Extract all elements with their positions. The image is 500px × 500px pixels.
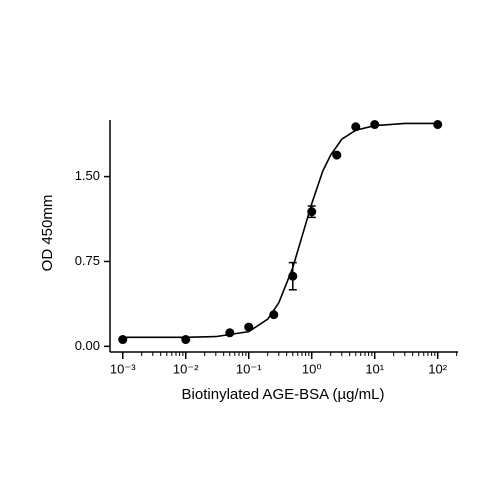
x-tick-label: 10¹ bbox=[365, 361, 384, 376]
data-point bbox=[288, 271, 298, 281]
data-point bbox=[269, 310, 279, 320]
data-point bbox=[118, 335, 128, 345]
data-point bbox=[351, 122, 361, 132]
y-tick-label: 0.75 bbox=[75, 253, 100, 268]
x-tick-label: 10² bbox=[428, 361, 447, 376]
x-axis-title: Biotinylated AGE-BSA (µg/mL) bbox=[182, 386, 385, 403]
x-tick-label: 10⁻² bbox=[173, 361, 199, 376]
data-point bbox=[225, 328, 235, 338]
fit-curve bbox=[122, 122, 438, 339]
y-axis-title: OD 450mm bbox=[39, 195, 56, 272]
data-point bbox=[244, 322, 254, 332]
y-tick-label: 0.00 bbox=[75, 338, 100, 353]
x-tick-label: 10⁻³ bbox=[110, 361, 136, 376]
x-tick-label: 10⁻¹ bbox=[236, 361, 262, 376]
data-point bbox=[307, 207, 317, 217]
data-point bbox=[433, 120, 443, 130]
y-tick-label: 1.50 bbox=[75, 168, 100, 183]
data-point bbox=[181, 335, 191, 345]
x-tick-label: 10⁰ bbox=[302, 361, 322, 376]
data-point bbox=[332, 150, 342, 160]
data-point bbox=[370, 120, 380, 130]
